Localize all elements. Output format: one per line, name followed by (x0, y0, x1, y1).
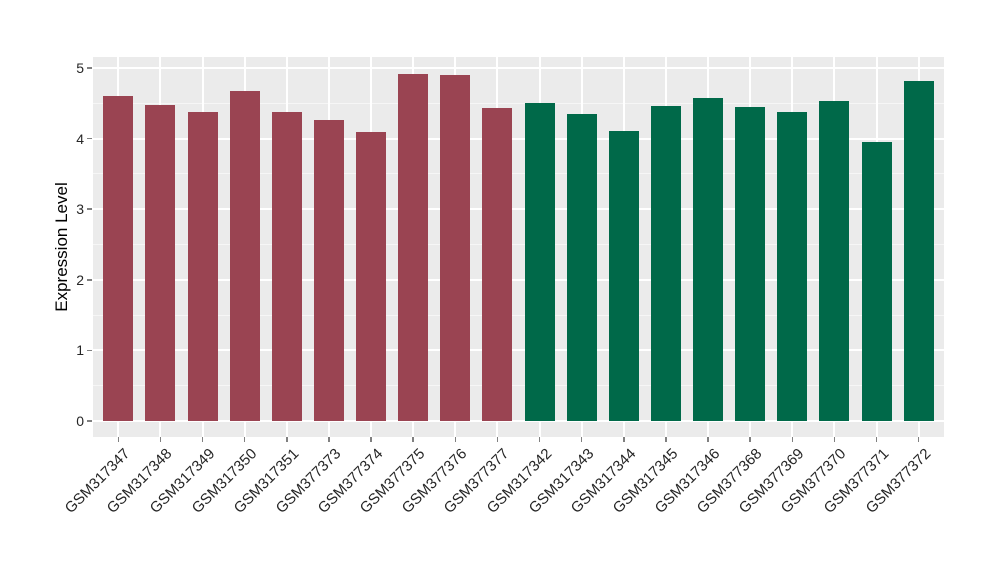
y-tick-label: 5 (76, 60, 84, 76)
bar-GSM377373 (313, 120, 344, 421)
bar-GSM377369 (777, 112, 808, 421)
y-tick-label: 1 (76, 342, 84, 359)
bar-GSM377377 (482, 108, 513, 421)
x-axis-tick (749, 437, 751, 442)
x-axis-tick (159, 437, 162, 442)
x-axis-tick (917, 437, 920, 442)
bar-GSM377371 (861, 142, 892, 421)
gridline-major-horizontal (93, 208, 944, 211)
gridline-major-horizontal (93, 420, 944, 422)
gridline-major-horizontal (93, 67, 944, 69)
bar-GSM377375 (398, 74, 429, 421)
y-axis-tick (87, 420, 92, 422)
y-axis-tick (87, 137, 92, 140)
gridline-major-horizontal (93, 278, 944, 281)
plot-panel (93, 57, 944, 437)
x-axis-tick (707, 437, 709, 442)
x-axis-tick (201, 437, 204, 442)
x-axis-tick (412, 437, 414, 442)
y-axis-tick (87, 349, 92, 352)
gridline-minor-horizontal (93, 102, 944, 104)
bar-GSM317342 (524, 102, 555, 421)
bar-GSM317345 (650, 106, 681, 421)
y-tick-label: 0 (76, 413, 84, 429)
bar-GSM377370 (819, 101, 850, 421)
bar-GSM317351 (271, 111, 302, 421)
y-axis-tick (87, 67, 92, 69)
x-axis-tick (875, 437, 878, 442)
x-axis-tick (538, 437, 541, 442)
bar-GSM317350 (229, 91, 260, 421)
x-axis-tick (117, 437, 120, 442)
bar-GSM377376 (440, 75, 471, 421)
x-axis-tick (454, 437, 457, 442)
gridline-minor-horizontal (93, 385, 944, 387)
gridline-minor-horizontal (93, 314, 944, 316)
bar-GSM377374 (356, 131, 387, 421)
bar-GSM377368 (735, 106, 766, 421)
bar-GSM317344 (608, 130, 639, 421)
x-axis-tick (623, 437, 625, 442)
bar-GSM317347 (103, 96, 134, 421)
bar-GSM317343 (566, 113, 597, 421)
bar-GSM317348 (145, 104, 176, 421)
gridline-minor-horizontal (93, 173, 944, 175)
bar-GSM377372 (903, 80, 934, 421)
y-tick-label: 4 (76, 130, 84, 147)
gridline-minor-horizontal (93, 244, 944, 245)
x-axis-tick (286, 437, 288, 442)
x-axis-tick (243, 437, 246, 442)
x-axis-tick (328, 437, 330, 442)
x-axis-tick (665, 437, 667, 442)
y-axis-tick (87, 208, 92, 210)
bar-GSM317346 (693, 97, 724, 421)
x-axis-tick (580, 437, 583, 442)
y-tick-label: 3 (76, 201, 84, 218)
x-axis-tick (496, 437, 499, 442)
x-axis-tick (791, 437, 794, 442)
x-axis-tick (370, 437, 372, 442)
bar-GSM317349 (187, 112, 218, 421)
y-tick-label: 2 (76, 271, 84, 288)
y-axis-tick (87, 279, 92, 281)
x-axis-tick (833, 437, 836, 442)
gridline-major-horizontal (93, 349, 944, 352)
gridline-major-horizontal (93, 137, 944, 140)
